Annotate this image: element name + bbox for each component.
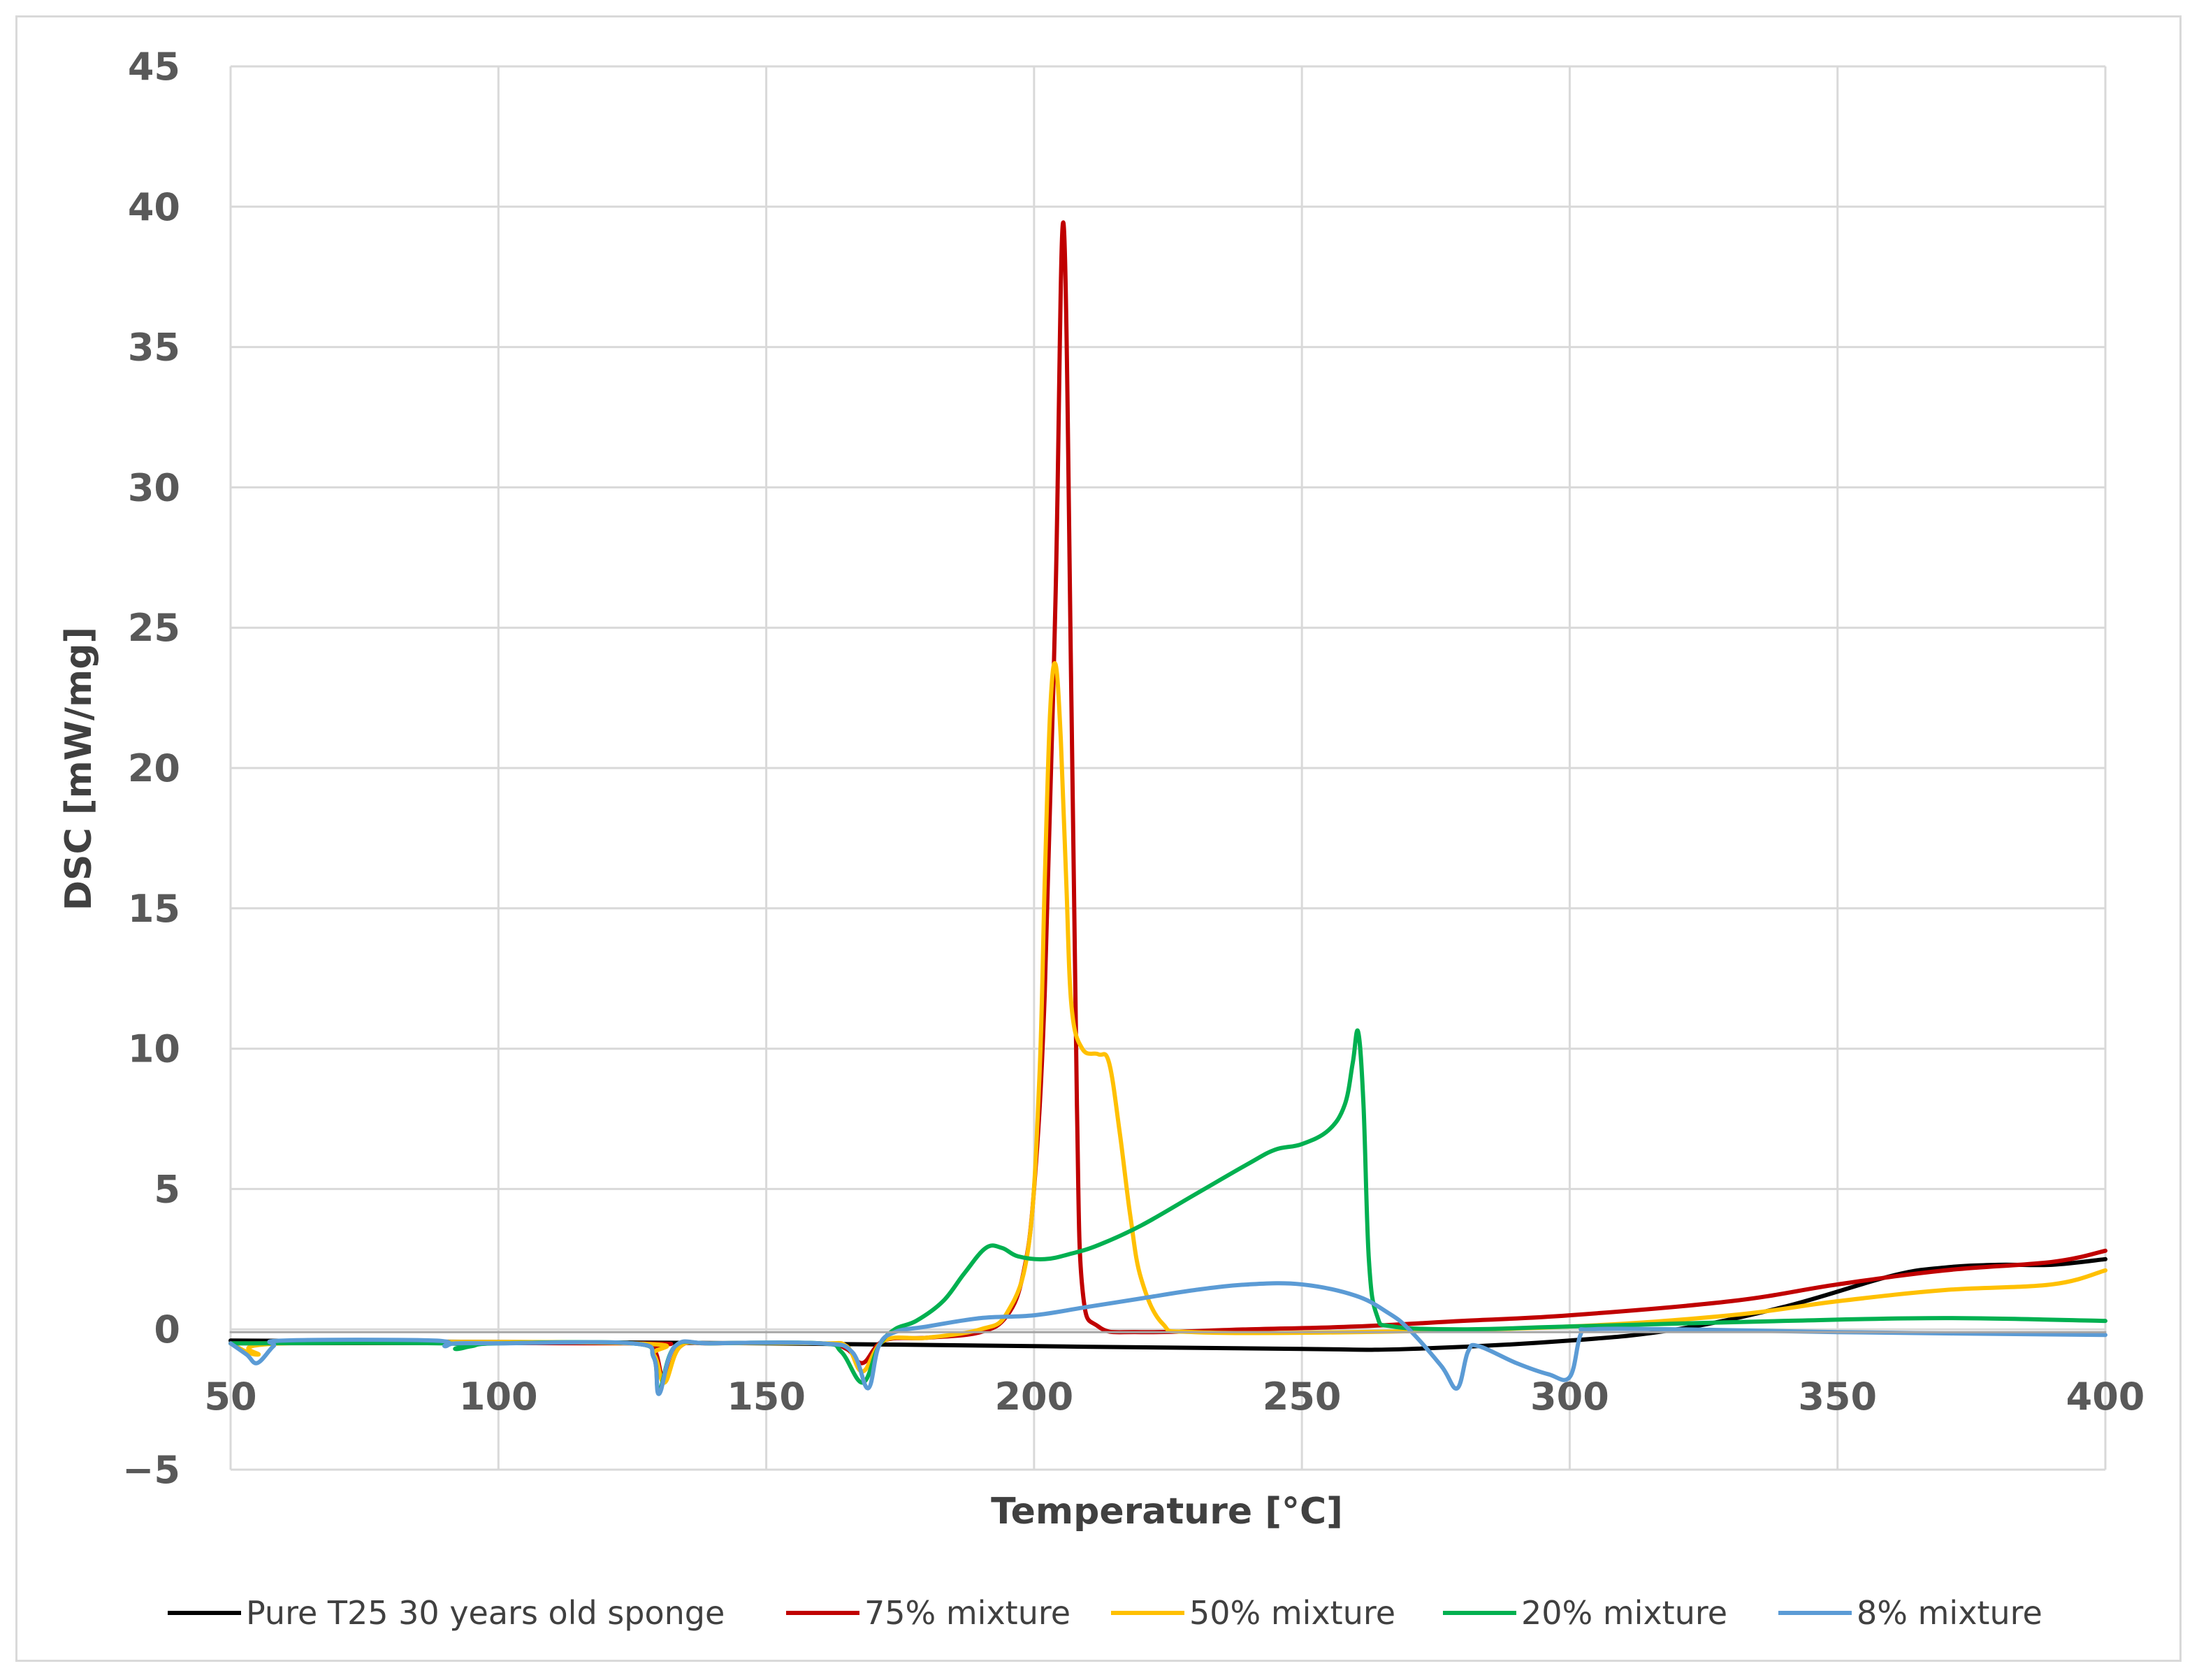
legend-label: 75% mixture bbox=[864, 1594, 1071, 1632]
x-tick-label: 50 bbox=[204, 1375, 256, 1419]
series-line-50-mixture bbox=[228, 661, 2107, 1385]
series-lines bbox=[228, 220, 2107, 1396]
y-tick-label: −5 bbox=[122, 1448, 180, 1492]
y-axis-title: DSC [mW/mg] bbox=[58, 627, 100, 911]
legend-label: 20% mixture bbox=[1521, 1594, 1727, 1632]
legend-item: Pure T25 30 years old sponge bbox=[168, 1594, 725, 1632]
legend-label: 8% mixture bbox=[1857, 1594, 2042, 1632]
y-tick-label: 0 bbox=[154, 1308, 180, 1352]
x-tick-label: 150 bbox=[727, 1375, 806, 1419]
legend-label: 50% mixture bbox=[1189, 1594, 1395, 1632]
y-tick-label: 15 bbox=[128, 887, 180, 931]
y-tick-label: 20 bbox=[128, 746, 180, 790]
x-axis-title: Temperature [°C] bbox=[991, 1491, 1343, 1533]
x-tick-label: 100 bbox=[459, 1375, 538, 1419]
x-tick-label: 250 bbox=[1263, 1375, 1342, 1419]
series-line-8-mixture bbox=[228, 1281, 2107, 1396]
y-tick-label: 10 bbox=[128, 1027, 180, 1071]
y-tick-label: 45 bbox=[128, 45, 180, 89]
y-tick-label: 30 bbox=[128, 465, 180, 509]
x-tick-label: 350 bbox=[1798, 1375, 1877, 1419]
series-line-75-mixture bbox=[228, 220, 2107, 1382]
legend-item: 20% mixture bbox=[1443, 1594, 1727, 1632]
x-tick-label: 400 bbox=[2066, 1375, 2145, 1419]
y-tick-labels: −5 0 5 10 15 20 25 30 35 40 45 bbox=[122, 45, 180, 1492]
legend-label: Pure T25 30 years old sponge bbox=[246, 1594, 725, 1632]
y-tick-label: 5 bbox=[154, 1167, 180, 1211]
legend: Pure T25 30 years old sponge 75% mixture 5… bbox=[168, 1594, 2042, 1632]
series-line-20-mixture bbox=[228, 1028, 2107, 1393]
legend-item: 50% mixture bbox=[1111, 1594, 1395, 1632]
y-tick-label: 40 bbox=[128, 185, 180, 229]
x-tick-label: 300 bbox=[1530, 1375, 1609, 1419]
gridlines bbox=[229, 65, 2107, 1471]
chart-frame bbox=[15, 15, 2182, 1662]
legend-item: 75% mixture bbox=[786, 1594, 1071, 1632]
legend-item: 8% mixture bbox=[1778, 1594, 2042, 1632]
x-tick-label: 200 bbox=[994, 1375, 1073, 1419]
x-tick-labels: 50 100 150 200 250 300 350 400 bbox=[204, 1375, 2144, 1419]
y-tick-label: 35 bbox=[128, 326, 180, 370]
y-tick-label: 25 bbox=[128, 606, 180, 650]
